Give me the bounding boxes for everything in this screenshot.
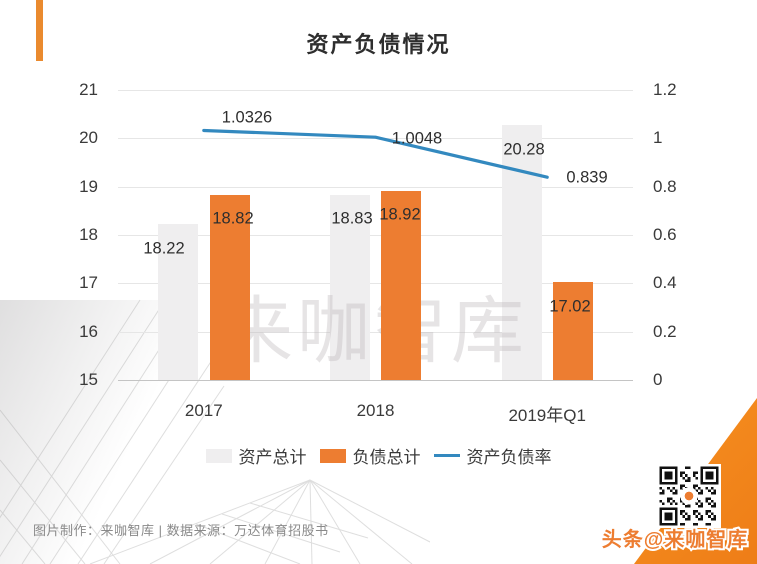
credit-text: 图片制作：来咖智库 | 数据来源：万达体育招股书: [33, 523, 329, 538]
right-axis-tick: 0.2: [653, 321, 677, 341]
right-axis-tick: 0.4: [653, 273, 677, 293]
gridline: [118, 90, 633, 91]
legend-item-资产总计: 资产总计: [205, 443, 307, 468]
right-axis-tick: 0: [653, 370, 663, 389]
right-axis-tick: 1.2: [653, 80, 677, 99]
gridline: [118, 283, 633, 285]
legend-swatch-bar: [205, 448, 232, 463]
gridline: [118, 380, 633, 381]
x-axis-label: 2018: [356, 401, 395, 420]
left-axis-tick: 20: [79, 128, 98, 148]
gridline: [118, 331, 633, 333]
social-handle-text: 头条@来咖智库: [602, 527, 749, 551]
bar-负债总计-2017: [209, 195, 250, 380]
legend-swatch-line: [433, 453, 460, 458]
social-handle-banner: 头条@来咖智库: [600, 525, 750, 553]
legend-swatch-bar: [319, 448, 346, 463]
left-axis-tick: 19: [79, 176, 98, 196]
left-axis-tick: 15: [79, 370, 98, 389]
bar-资产总计-2018: [329, 194, 370, 380]
right-axis-tick: 0.8: [653, 176, 677, 196]
x-axis-label: 2017: [184, 401, 223, 420]
x-axis-label: 2019年Q1: [508, 406, 586, 425]
left-axis-tick: 18: [79, 225, 98, 244]
gridline: [118, 186, 633, 188]
legend-label: 资产负债率: [466, 448, 552, 467]
legend-label: 资产总计: [238, 448, 307, 467]
data-label-负债总计-2017: 18.82: [212, 209, 254, 228]
qr-code: [657, 464, 721, 528]
bar-负债总计-2019年Q1: [552, 282, 593, 380]
data-label-资产总计-2017: 18.22: [143, 239, 185, 258]
legend-item-负债总计: 负债总计: [319, 443, 421, 468]
right-axis-tick: 0.6: [653, 225, 677, 244]
bar-负债总计-2018: [381, 190, 422, 380]
left-axis-tick: 21: [79, 80, 98, 99]
data-label-资产负债率-2018: 1.0048: [391, 129, 443, 148]
data-label-资产总计-2019年Q1: 20.28: [503, 140, 545, 159]
legend-label: 负债总计: [352, 448, 421, 467]
accent-bar-decoration: [36, 0, 43, 61]
data-label-资产负债率-2019年Q1: 0.839: [566, 168, 608, 187]
left-axis-tick: 16: [79, 321, 98, 341]
chart-title: 资产负债情况: [306, 32, 451, 57]
data-label-负债总计-2018: 18.92: [379, 205, 421, 224]
watermark-text: 来咖智库: [220, 291, 528, 372]
data-label-资产总计-2018: 18.83: [331, 209, 373, 228]
gridline: [118, 235, 633, 236]
legend-item-资产负债率: 资产负债率: [433, 443, 552, 468]
chart-legend: 资产总计 负债总计 资产负债率: [0, 443, 757, 468]
data-label-资产负债率-2017: 1.0326: [221, 108, 273, 127]
left-axis-tick: 17: [79, 273, 98, 293]
data-label-负债总计-2019年Q1: 17.02: [549, 297, 591, 316]
gridline: [118, 138, 633, 140]
bar-资产总计-2017: [158, 224, 199, 380]
right-axis-tick: 1: [653, 128, 663, 148]
